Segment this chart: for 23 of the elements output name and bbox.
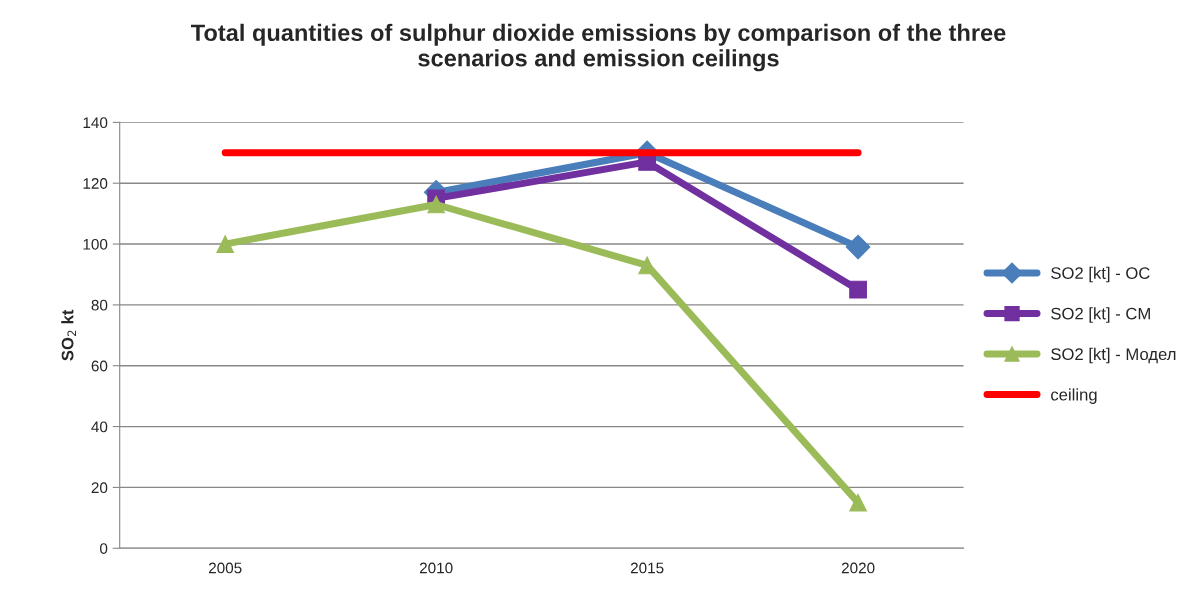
y-axis-title: SO$_{2}$ kt xyxy=(61,309,77,361)
x-tick-label: 2010 xyxy=(419,562,453,574)
y-tick-label: 140 xyxy=(83,117,108,129)
y-tick-label: 0 xyxy=(100,543,108,554)
y-tick-label: 60 xyxy=(91,360,108,372)
point xyxy=(845,234,871,260)
legend-label: SO2 [kt] - CM xyxy=(1051,307,1150,323)
y-tick-label: 100 xyxy=(83,238,108,250)
y-tick-label: 40 xyxy=(91,421,108,433)
point xyxy=(849,493,867,512)
point xyxy=(427,195,446,214)
point xyxy=(216,235,235,253)
y-tick-label: 20 xyxy=(91,482,108,494)
legend-label: SO2 [kt] - Модел xyxy=(1051,347,1176,364)
x-tick-label: 2015 xyxy=(630,562,664,574)
y-tick-label: 120 xyxy=(83,178,108,189)
x-tick-label: 2005 xyxy=(208,562,242,574)
legend-label: SO2 [kt] - OC xyxy=(1051,266,1150,283)
legend-label: ceiling xyxy=(1051,388,1097,404)
x-tick-label: 2020 xyxy=(841,562,875,574)
point xyxy=(849,280,867,299)
chart-title: Total quantities of sulphur dioxide emissions by comparison of the three scenarios and emission ceilings xyxy=(191,23,1006,72)
y-tick-label: 80 xyxy=(91,299,108,311)
